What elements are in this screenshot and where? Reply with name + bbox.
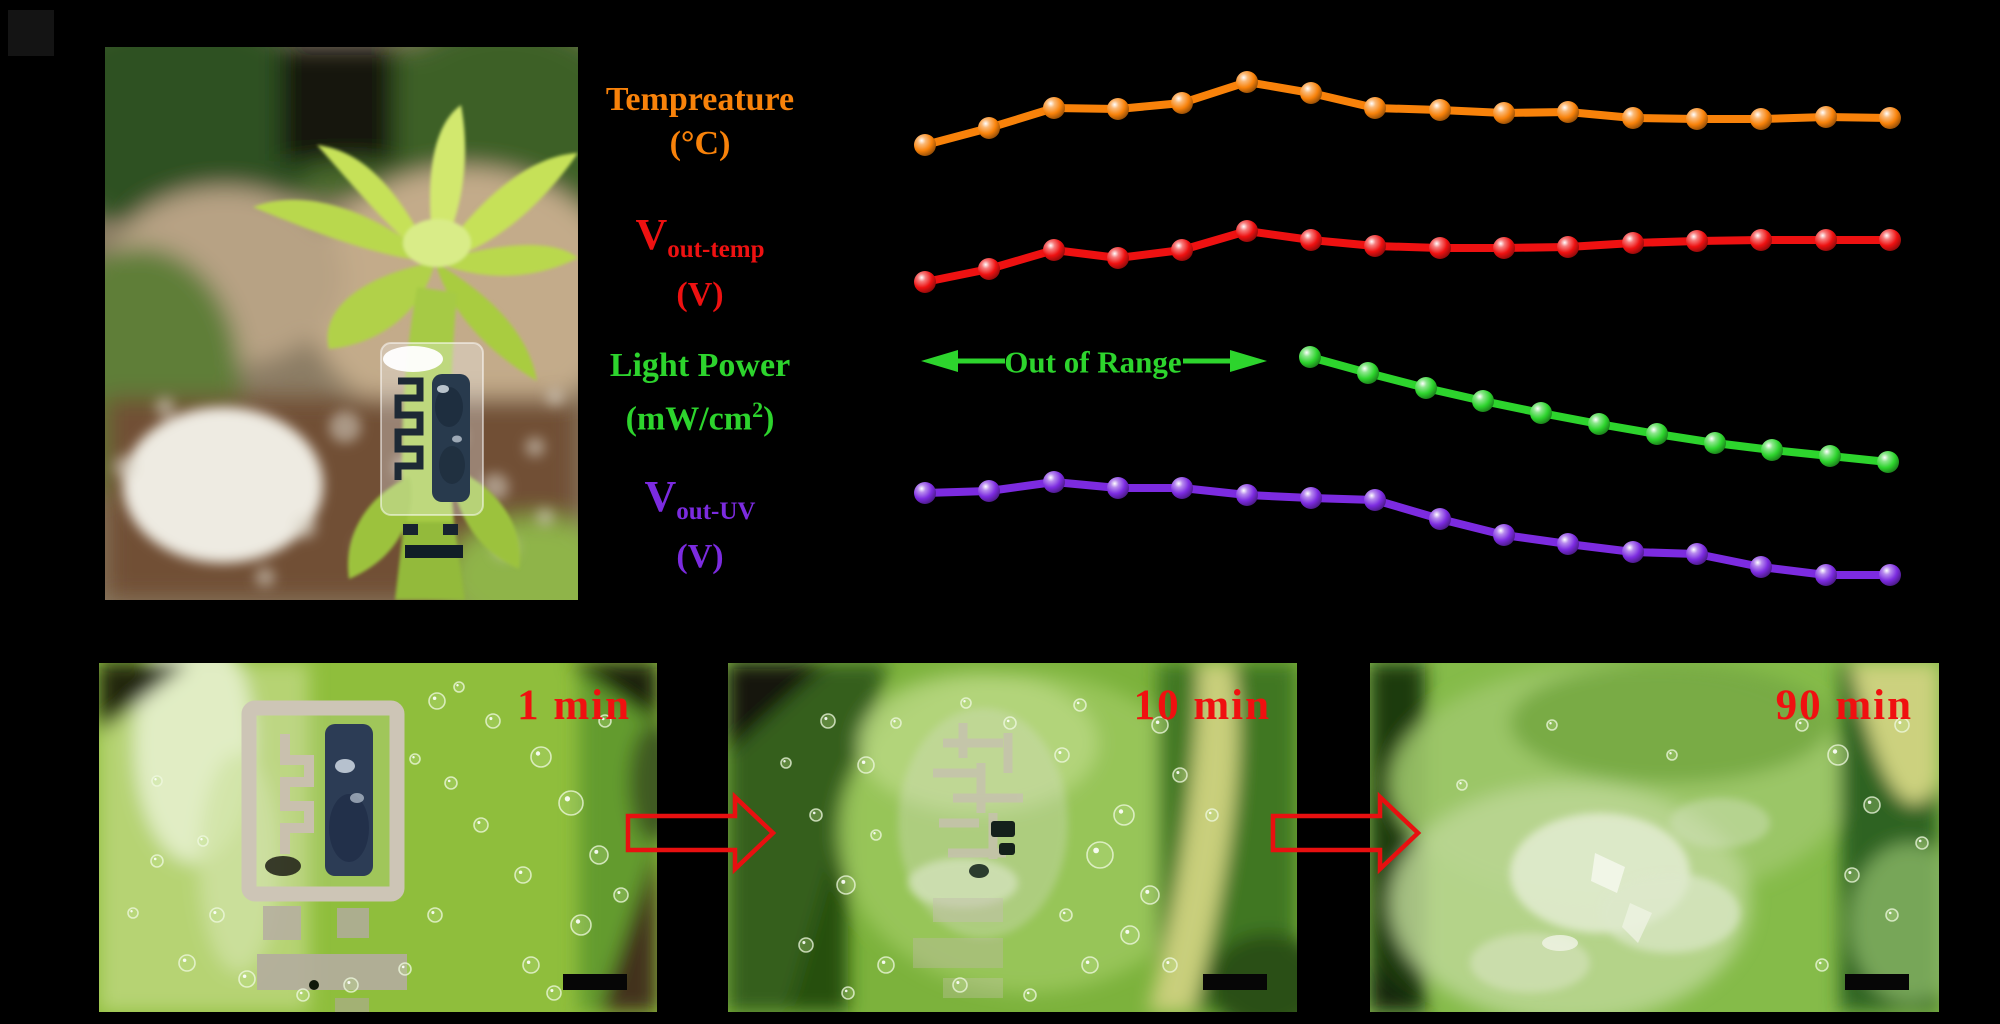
temperature-unit-text: (°C) bbox=[669, 125, 731, 162]
scale-bar bbox=[1203, 974, 1267, 990]
temperature-label-text: Tempreature bbox=[605, 81, 795, 118]
vout-temp-label-text: Vout-temp bbox=[635, 210, 765, 263]
light-power-row-label: Light Power (mW/cm2) bbox=[500, 344, 900, 441]
serpentine-electrode bbox=[280, 734, 314, 854]
water-droplets bbox=[1456, 717, 1929, 972]
sensor-patch bbox=[380, 342, 484, 558]
plant-sensor-photo bbox=[105, 47, 578, 600]
vout-temp-unit-text: (V) bbox=[676, 275, 724, 313]
leaf-photo-90min: 90 min bbox=[1370, 663, 1939, 1012]
light-power-unit-text: (mW/cm2) bbox=[625, 397, 775, 438]
timestamp-label: 10 min bbox=[1133, 682, 1271, 729]
scale-bar bbox=[1845, 974, 1909, 990]
leaf-photo-10min-scene bbox=[728, 663, 1297, 1012]
leaf-photo-10min: 10 min bbox=[728, 663, 1297, 1012]
vout-uv-row-label: Vout-UV (V) bbox=[500, 474, 900, 579]
dark-corner-artifact bbox=[8, 10, 54, 56]
temperature-row-label: Tempreature (°C) bbox=[500, 78, 900, 166]
serpentine-electrode bbox=[394, 377, 424, 480]
sensor-readout-chart: Out of Range bbox=[914, 71, 1901, 586]
timestamp-label: 90 min bbox=[1775, 682, 1913, 729]
water-droplets bbox=[127, 681, 629, 1002]
leaf-photo-1min-scene bbox=[99, 663, 657, 1012]
vout-uv-label-text: Vout-UV bbox=[644, 472, 756, 525]
timestamp-label: 1 min bbox=[517, 682, 631, 729]
light-power-label-text: Light Power bbox=[609, 347, 791, 384]
vout-temp-row-label: Vout-temp (V) bbox=[500, 212, 900, 317]
leaf-photo-1min: 1 min bbox=[99, 663, 657, 1012]
water-droplets bbox=[780, 697, 1219, 1002]
vout-uv-unit-text: (V) bbox=[676, 537, 724, 575]
intact-sensor bbox=[241, 700, 407, 1012]
plant-photo-scene bbox=[105, 47, 578, 600]
scale-bar bbox=[563, 974, 627, 990]
svg-text:Out of Range: Out of Range bbox=[1004, 345, 1181, 380]
out-of-range-annotation: Out of Range bbox=[921, 345, 1267, 380]
